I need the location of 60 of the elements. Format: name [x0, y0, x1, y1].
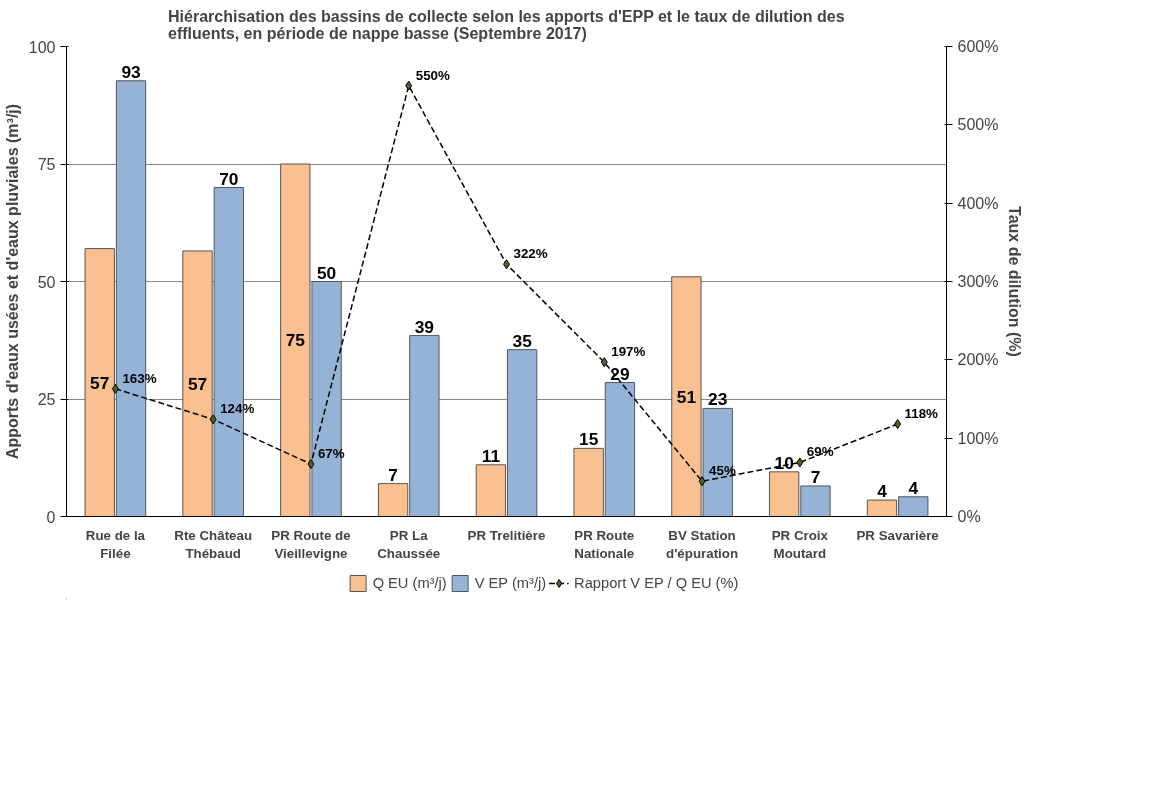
- data-label: 23: [708, 389, 728, 410]
- y2-tick-label: 600%: [957, 38, 999, 55]
- y-axis-title: Apports d'eaux usées et d'eaux pluviales (m³/j): [3, 103, 21, 460]
- data-label: 4: [877, 481, 888, 502]
- legend-label: V EP (m³/j): [474, 575, 547, 591]
- point: [111, 383, 119, 394]
- point: [405, 80, 413, 91]
- data-label: 51: [676, 386, 697, 407]
- y2-tick-label: 0%: [957, 508, 981, 525]
- y-tick-label: 0: [46, 508, 56, 526]
- data-label: 550%: [415, 67, 450, 83]
- x-tick-label: PR Trelitière: [467, 527, 546, 543]
- y-tick-label: 75: [37, 156, 56, 173]
- data-label: 11: [481, 445, 501, 466]
- data-label: 70: [219, 168, 239, 189]
- y-tick-label: 50: [37, 273, 56, 291]
- data-label: 45%: [709, 463, 736, 479]
- y2-tick-label: 300%: [957, 273, 999, 290]
- data-label: 57: [187, 373, 208, 394]
- y2-tick-label: 200%: [957, 351, 999, 369]
- y-tick-label: 25: [37, 391, 56, 408]
- x-tick-label: PR Route de Vieillevigne: [271, 527, 351, 561]
- y2-tick-label: 100%: [957, 429, 999, 447]
- data-label: 67%: [317, 446, 345, 462]
- data-label: 7: [810, 466, 821, 487]
- data-label: 197%: [611, 344, 646, 360]
- y2-tick-label: 500%: [957, 116, 999, 134]
- legend-label: Rapport V EP / Q EU (%): [574, 575, 739, 591]
- y2-axis-title: Taux de dilution (%): [1006, 206, 1024, 357]
- legend-label: Q EU (m³/j): [372, 575, 447, 591]
- data-label: 163%: [122, 370, 157, 386]
- point: [698, 476, 706, 487]
- data-label: 93: [121, 61, 142, 82]
- x-tick-label: PR La Chaussée: [377, 527, 441, 561]
- chart-title: Hiérarchisation des bassins de collecte selon les apports d'EPP et le taux de dilution des effluents, en période de nappe basse (Septembre 2017): [168, 7, 845, 42]
- data-label: 75: [285, 330, 306, 351]
- data-label: 69%: [806, 444, 834, 460]
- x-tick-label: PR Savarière: [856, 527, 939, 543]
- data-label: 7: [388, 464, 398, 485]
- x-tick-label: Rue de la Filée: [85, 527, 146, 561]
- data-label: 322%: [513, 246, 548, 262]
- x-tick-label: PR Croix Moutard: [771, 527, 829, 561]
- data-label: 4: [908, 477, 919, 498]
- point: [796, 457, 804, 468]
- data-label: 39: [414, 316, 435, 337]
- data-label: 57: [90, 372, 110, 393]
- point: [209, 414, 217, 425]
- y2-tick-label: 400%: [957, 194, 999, 212]
- point: [600, 357, 608, 368]
- y-tick-label: 100: [28, 38, 56, 56]
- x-tick-label: BV Station d'épuration: [666, 527, 739, 561]
- point: [307, 459, 315, 470]
- data-label: 35: [512, 330, 533, 351]
- x-tick-label: Rte Château Thébaud: [174, 527, 253, 561]
- data-label: 15: [579, 429, 599, 450]
- point: [894, 419, 902, 430]
- data-label: 50: [316, 262, 337, 283]
- x-tick-label: PR Route Nationale: [574, 527, 635, 561]
- data-label: 29: [610, 363, 630, 384]
- data-label: 118%: [904, 406, 939, 422]
